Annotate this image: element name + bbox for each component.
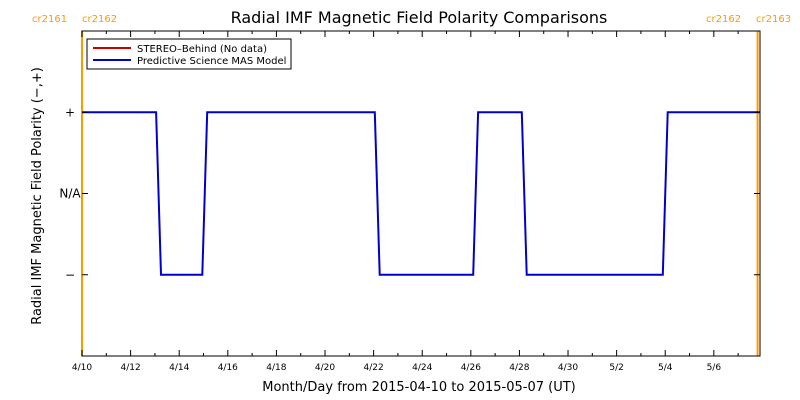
carrington-label: cr2162 [82, 14, 117, 25]
x-tick-label: 4/12 [120, 363, 140, 373]
y-tick-label: − [65, 268, 75, 282]
series-line [82, 111, 760, 276]
x-tick-label: 5/2 [609, 363, 623, 373]
y-axis-label: Radial IMF Magnetic Field Polarity (−,+) [30, 67, 45, 325]
x-tick-label: 4/22 [364, 363, 384, 373]
x-tick-label: 4/14 [169, 363, 189, 373]
y-tick-label: + [65, 105, 75, 119]
carrington-label: cr2162 [706, 14, 741, 25]
y-tick-label: N/A [59, 187, 81, 201]
x-tick-label: 5/6 [707, 363, 722, 373]
legend-label: STEREO–Behind (No data) [137, 44, 267, 55]
plot-area-frame [81, 30, 761, 357]
x-tick-label: 4/18 [266, 363, 286, 373]
chart-title: Radial IMF Magnetic Field Polarity Compa… [231, 8, 608, 27]
x-tick-label: 4/20 [315, 363, 335, 373]
x-tick-label: 4/24 [412, 363, 432, 373]
carrington-labels: cr2161 cr2162 cr2162 cr2163 [32, 14, 791, 25]
legend-label: Predictive Science MAS Model [137, 56, 286, 67]
x-tick-label: 4/28 [509, 363, 529, 373]
x-tick-label: 4/26 [461, 363, 481, 373]
x-axis-ticks: 4/10 4/12 4/14 4/16 4/18 4/20 4/22 4/24 4/26 4/28… [72, 31, 739, 373]
data-series [82, 111, 760, 276]
carrington-label: cr2163 [756, 14, 791, 25]
legend: STEREO–Behind (No data)Predictive Scienc… [86, 38, 292, 70]
y-axis-ticks: + N/A − [59, 30, 760, 357]
x-tick-label: 4/30 [558, 363, 578, 373]
carrington-label: cr2161 [32, 14, 67, 25]
x-axis-label: Month/Day from 2015-04-10 to 2015-05-07 … [262, 380, 575, 395]
x-tick-label: 4/16 [218, 363, 238, 373]
carrington-rotation-lines [81, 31, 759, 356]
x-tick-label: 4/10 [72, 363, 92, 373]
legend-box [86, 38, 292, 70]
x-tick-label: 5/4 [658, 363, 673, 373]
